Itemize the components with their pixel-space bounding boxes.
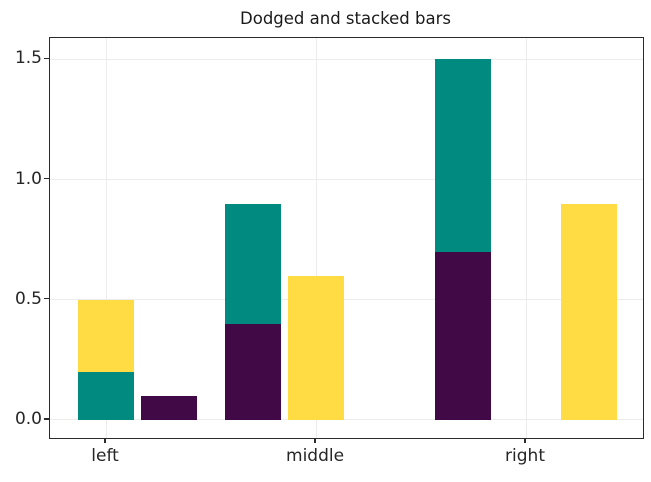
x-gridline [525,38,527,438]
y-gridline [50,299,643,301]
bar-segment-purple-left [140,395,198,420]
bar-segment-yellow-middle [287,275,345,420]
y-gridline [50,179,643,181]
x-tick-label: right [505,446,545,466]
y-tick-mark [44,177,49,180]
x-tick-label: left [91,446,119,466]
y-gridline [50,58,643,60]
bar-segment-teal-left [77,371,135,420]
plot-area [49,37,644,439]
bar-segment-purple-middle [224,323,282,420]
y-tick-label: 1.0 [14,168,42,189]
bar-segment-yellow-left [77,299,135,372]
y-tick-mark [44,57,49,60]
x-gridline [315,38,317,438]
y-tick-label: 0.0 [14,408,42,429]
x-gridline [105,38,107,438]
bar-segment-purple-right [434,251,492,420]
y-tick-label: 0.5 [14,288,42,309]
x-tick-mark [104,438,106,443]
bar-segment-teal-right [434,59,492,252]
chart-title: Dodged and stacked bars [240,9,451,28]
x-tick-mark [314,438,316,443]
y-tick-mark [44,418,49,420]
y-tick-mark [44,298,49,300]
y-gridline [50,419,643,421]
x-tick-label: middle [286,446,345,466]
x-tick-mark [524,438,526,443]
bar-segment-teal-middle [224,203,282,324]
y-tick-label: 1.5 [14,48,42,69]
bar-segment-yellow-right [560,203,618,420]
